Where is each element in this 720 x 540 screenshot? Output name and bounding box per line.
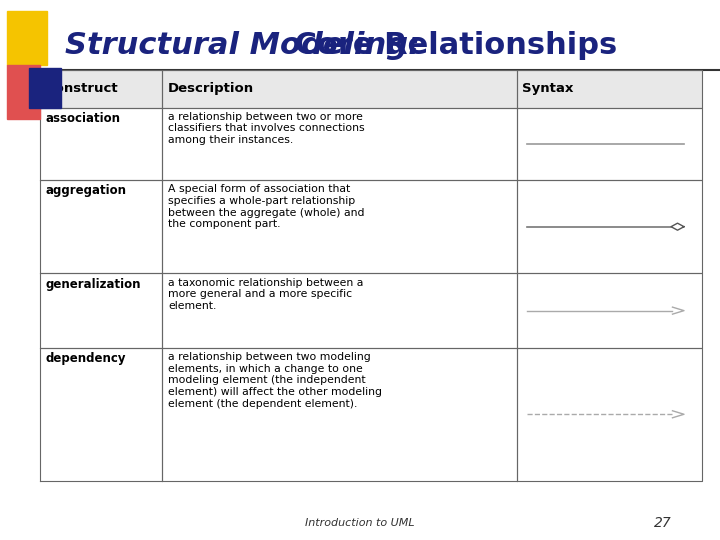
Text: Description: Description	[168, 83, 254, 96]
Text: association: association	[45, 112, 120, 125]
Text: A special form of association that
specifies a whole-part relationship
between t: A special form of association that speci…	[168, 184, 364, 229]
Text: a taxonomic relationship between a
more general and a more specific
element.: a taxonomic relationship between a more …	[168, 278, 364, 311]
Text: Core Relationships: Core Relationships	[284, 31, 618, 60]
Text: generalization: generalization	[45, 278, 141, 291]
Text: aggregation: aggregation	[45, 184, 127, 198]
Text: a relationship between two modeling
elements, in which a change to one
modeling : a relationship between two modeling elem…	[168, 352, 382, 409]
Text: 27: 27	[654, 516, 671, 530]
Text: Introduction to UML: Introduction to UML	[305, 518, 415, 528]
Text: dependency: dependency	[45, 352, 126, 365]
Text: Structural Modeling:: Structural Modeling:	[65, 31, 420, 60]
Text: Syntax: Syntax	[522, 83, 574, 96]
Text: Construct: Construct	[45, 83, 118, 96]
Text: a relationship between two or more
classifiers that involves connections
among t: a relationship between two or more class…	[168, 112, 364, 145]
